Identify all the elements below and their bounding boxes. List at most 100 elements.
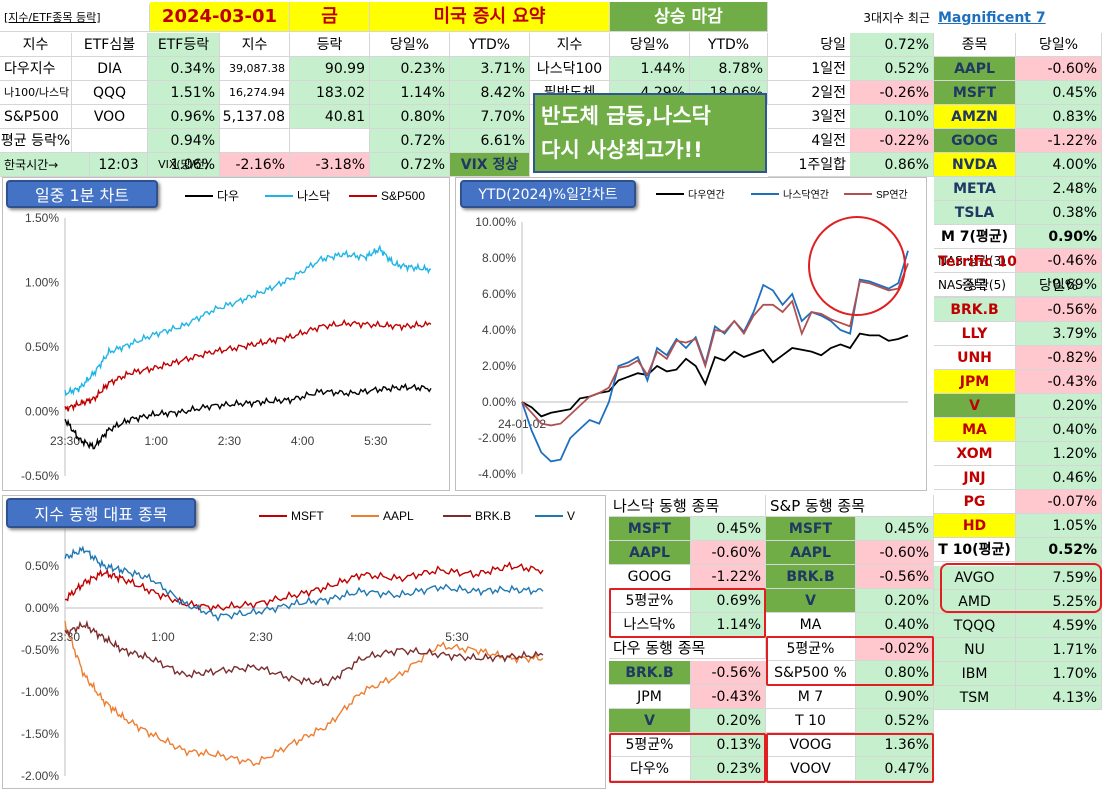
dow-follow-symbol: BRK.B <box>609 661 691 685</box>
intraday-chart-panel: -0.50% 0.00% 0.50% 1.00% 1.50% 23:30 1:00 2:30 4… <box>2 177 450 491</box>
series-line-1 <box>64 620 544 767</box>
dow-follow-title: 다우 동행 종목 <box>609 637 766 659</box>
recent-day-value: 0.10% <box>850 105 934 129</box>
vix-day: -2.16% <box>220 153 290 177</box>
series-line-0 <box>64 382 432 450</box>
t10-symbol: PG <box>934 490 1016 514</box>
y-tick-label: 6.00% <box>482 287 516 301</box>
col-header: 당일% <box>1016 274 1102 298</box>
recent-day-value: -0.22% <box>850 129 934 153</box>
t10-symbol: JNJ <box>934 466 1016 490</box>
nas-follow-pct: -1.22% <box>691 565 766 589</box>
series-line-2 <box>64 619 544 687</box>
col-header: 등락 <box>290 33 370 57</box>
x-tick-label: 23:30 <box>50 434 80 448</box>
sp-follow-symbol: VOOG <box>766 733 856 757</box>
extra-pct: 1.71% <box>1016 638 1102 662</box>
mag7-symbol: AAPL <box>934 57 1016 81</box>
x-tick-label: 2:30 <box>249 630 273 644</box>
t10-symbol: JPM <box>934 370 1016 394</box>
extra-pct: 4.59% <box>1016 614 1102 638</box>
index-cell-index: 5,137.08 <box>220 105 290 129</box>
ytd-chart-title: YTD(2024)%일간차트 <box>460 180 636 208</box>
col-header: YTD% <box>690 33 768 57</box>
sp-follow-symbol: MA <box>766 613 856 637</box>
sp-follow-pct: 0.47% <box>856 757 934 781</box>
x-tick-label: 1:00 <box>151 630 175 644</box>
t10-pct: -0.56% <box>1016 298 1102 322</box>
mag7-symbol: GOOG <box>934 129 1016 153</box>
legend-label-1: 나스닥연간 <box>783 189 829 201</box>
sp-follow-pct: 0.52% <box>856 709 934 733</box>
t10-avg-label: T 10(평균) <box>934 538 1016 562</box>
vix-status: VIX 정상 <box>450 153 530 177</box>
mag7-avg-label: M 7(평균) <box>934 225 1016 249</box>
extra-pct: 7.59% <box>1016 566 1102 590</box>
series-line-2 <box>521 263 909 427</box>
index-cell-day: 0.72% <box>370 129 450 153</box>
t10-symbol: XOM <box>934 442 1016 466</box>
index-cell-ytd: 3.71% <box>450 57 530 81</box>
dow-follow-symbol: JPM <box>609 685 691 709</box>
semi-day: 1.44% <box>610 57 690 81</box>
y-tick-label: -1.50% <box>21 727 59 741</box>
col-header: 당일% <box>610 33 690 57</box>
extra-symbol: IBM <box>934 662 1016 686</box>
intraday-chart: -0.50% 0.00% 0.50% 1.00% 1.50% 23:30 1:00 2:30 4… <box>21 189 432 483</box>
series-line-2 <box>64 318 432 412</box>
mag7-symbol: AMZN <box>934 105 1016 129</box>
x-tick-label: 23:30 <box>50 630 80 644</box>
sp-follow-pct: 0.45% <box>856 517 934 541</box>
x-tick-label: 5:30 <box>445 630 469 644</box>
dow-avg-box <box>609 733 766 783</box>
extra-pct: 4.13% <box>1016 686 1102 710</box>
t10-symbol: HD <box>934 514 1016 538</box>
t10-pct: -0.07% <box>1016 490 1102 514</box>
index-cell-etf_chg: 0.94% <box>148 129 220 153</box>
title-link[interactable]: [지수/ETF종목 등락] <box>0 4 150 32</box>
col-header: 당일% <box>1016 33 1102 57</box>
index-cell-etf: DIA <box>72 57 148 81</box>
recent-day-label: 2일전 <box>768 81 850 105</box>
t10-symbol: BRK.B <box>934 298 1016 322</box>
mag7-corr3-value: -0.46% <box>1016 249 1102 273</box>
sp-follow-pct: 0.90% <box>856 685 934 709</box>
y-tick-label: 2.00% <box>482 359 516 373</box>
y-tick-label: 4.00% <box>482 323 516 337</box>
y-tick-label: 0.00% <box>25 601 59 615</box>
y-tick-label: 1.50% <box>25 211 59 225</box>
recent-day-label: 당일 <box>768 33 850 57</box>
mag7-pct: 0.38% <box>1016 201 1102 225</box>
extra-symbol: TSM <box>934 686 1016 710</box>
y-tick-label: 1.00% <box>25 276 59 290</box>
intraday-chart-title: 일중 1분 차트 <box>6 180 158 208</box>
follow-chart-title: 지수 동행 대표 종목 <box>6 498 196 528</box>
ytd-chart: -4.00% -2.00% 0.00% 2.00% 4.00% 6.00% 8.00% 10.… <box>475 189 909 481</box>
index-cell-day: 1.14% <box>370 81 450 105</box>
legend-label-0: MSFT <box>291 509 324 523</box>
t10-pct: 3.79% <box>1016 322 1102 346</box>
mag7-symbol: MSFT <box>934 81 1016 105</box>
nas-follow-pct: 0.69% <box>691 589 766 613</box>
mag7-pct: -0.60% <box>1016 57 1102 81</box>
nas-follow-title: 나스닥 동행 종목 <box>609 495 766 517</box>
nas-follow-symbol: AAPL <box>609 541 691 565</box>
y-tick-label: -0.50% <box>21 643 59 657</box>
series-line-0 <box>64 561 544 613</box>
index-cell-etf: VOO <box>72 105 148 129</box>
mag7-label[interactable]: Magnificent 7 <box>938 10 1046 26</box>
col-header: ETF등락 <box>148 33 220 57</box>
semi-name: 나스닥100 <box>530 57 610 81</box>
index-cell-index <box>220 129 290 153</box>
y-tick-label: 8.00% <box>482 251 516 265</box>
recent-day-label: 4일전 <box>768 129 850 153</box>
follow-chart: -2.00%-1.50%-1.00%-0.50%0.00%0.50%1.00%2… <box>21 509 575 783</box>
vix-label: VIX(당/전) <box>148 153 220 177</box>
ytd-highlight-circle <box>808 216 906 316</box>
sp-follow-symbol: M 7 <box>766 685 856 709</box>
y-tick-label: -1.00% <box>21 685 59 699</box>
nas-follow-symbol: 5평균% <box>609 589 691 613</box>
t10-pct: 0.46% <box>1016 466 1102 490</box>
extra-symbol: TQQQ <box>934 614 1016 638</box>
sp-follow-pct: -0.56% <box>856 565 934 589</box>
